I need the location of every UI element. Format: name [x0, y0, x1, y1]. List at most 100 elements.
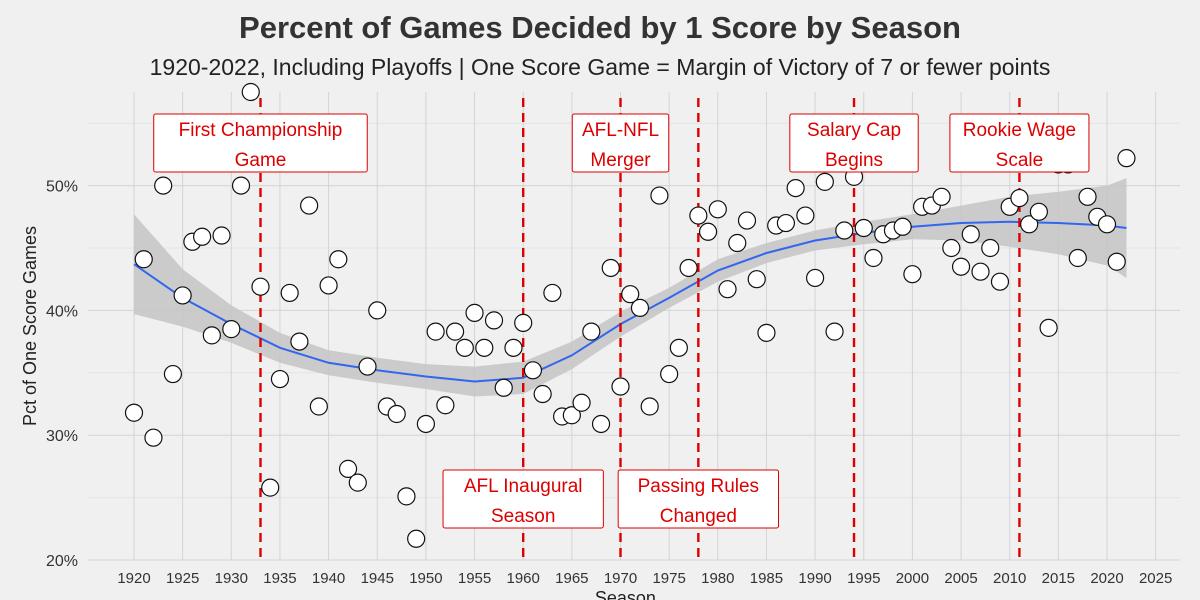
event-annotation: First Championship Game	[153, 113, 368, 173]
data-point	[348, 473, 367, 492]
x-tick-label: 1945	[361, 570, 394, 587]
data-point	[1107, 252, 1126, 271]
x-tick-label: 1990	[798, 570, 831, 587]
chart-title: Percent of Games Decided by 1 Score by S…	[239, 10, 961, 45]
data-point	[815, 172, 834, 191]
y-tick-label: 40%	[46, 303, 78, 320]
annotation-box	[789, 113, 919, 173]
annotation-text: AFL Inaugural	[464, 476, 583, 497]
data-point	[533, 384, 552, 404]
data-point	[416, 414, 435, 434]
annotation-text: Rookie Wage	[963, 120, 1076, 141]
data-point	[796, 206, 815, 225]
data-point	[718, 280, 737, 299]
data-point	[1117, 149, 1136, 168]
annotation-box	[571, 113, 670, 173]
data-point	[805, 268, 825, 288]
data-point	[455, 338, 474, 357]
x-tick-label: 1965	[555, 570, 588, 587]
data-point	[893, 217, 912, 236]
x-tick-label: 2020	[1090, 570, 1123, 587]
data-point	[660, 364, 679, 384]
y-axis-title: Pct of One Score Games	[20, 226, 40, 426]
data-point	[514, 313, 533, 332]
data-point	[368, 301, 387, 320]
data-point	[971, 262, 990, 281]
data-point	[261, 478, 280, 497]
data-point	[173, 286, 192, 305]
data-point	[134, 250, 153, 269]
data-point	[124, 403, 144, 422]
data-point	[951, 257, 971, 276]
data-point	[523, 361, 543, 380]
annotation-text: Game	[235, 150, 287, 171]
data-point	[786, 178, 805, 198]
annotation-text: Merger	[590, 150, 651, 171]
data-point	[465, 303, 484, 322]
data-point	[436, 396, 455, 415]
data-point	[698, 222, 718, 241]
data-point	[689, 206, 708, 225]
data-point	[231, 176, 251, 195]
data-point	[825, 322, 844, 341]
x-tick-label: 1995	[847, 570, 880, 587]
data-point	[903, 265, 922, 284]
data-point	[1010, 188, 1029, 208]
data-point	[776, 213, 796, 233]
data-point	[621, 285, 640, 304]
x-tick-label: 1970	[604, 570, 637, 587]
x-tick-label: 2000	[896, 570, 929, 587]
data-point	[981, 238, 1000, 258]
annotation-text: Scale	[996, 150, 1044, 171]
x-tick-label: 1985	[750, 570, 783, 587]
data-point	[757, 323, 776, 342]
data-point	[854, 218, 873, 238]
data-point	[300, 196, 319, 215]
data-point	[562, 406, 581, 425]
data-points	[124, 82, 1136, 548]
data-point	[942, 238, 961, 258]
data-point	[1068, 248, 1087, 268]
data-point	[144, 428, 163, 447]
x-tick-label: 1920	[117, 570, 150, 587]
data-point	[864, 248, 883, 268]
annotation-box	[442, 469, 604, 529]
data-point	[679, 258, 698, 278]
annotation-text: Passing Rules	[638, 476, 759, 497]
data-point	[708, 200, 727, 219]
x-tick-label: 2005	[944, 570, 977, 587]
data-point	[202, 326, 221, 345]
data-point	[543, 283, 562, 303]
x-tick-label: 1925	[166, 570, 199, 587]
x-tick-label: 1935	[263, 570, 296, 587]
y-tick-label: 50%	[46, 179, 78, 196]
data-point	[582, 322, 601, 341]
data-point	[445, 322, 465, 341]
data-point	[251, 277, 270, 296]
x-tick-label: 2025	[1139, 570, 1172, 587]
event-annotation: AFL Inaugural Season	[442, 469, 604, 529]
data-point	[650, 186, 669, 205]
x-axis-title: Season	[595, 588, 656, 600]
annotation-box	[949, 113, 1090, 173]
data-point	[193, 227, 212, 246]
data-point	[1039, 318, 1058, 337]
axes: 20% 30% 40% 50% 1920 1925 1930 1935 1940 1945 1950…	[20, 179, 1172, 600]
annotation-text: Changed	[660, 506, 737, 527]
event-annotation: Rookie Wage Scale	[949, 113, 1090, 173]
data-point	[640, 397, 659, 416]
y-tick-label: 20%	[46, 553, 78, 570]
data-point	[601, 258, 620, 278]
data-point	[475, 338, 494, 357]
data-point	[1029, 202, 1048, 221]
x-tick-label: 1980	[701, 570, 734, 587]
data-point	[1078, 187, 1097, 206]
data-point	[1020, 215, 1039, 234]
data-point	[611, 377, 630, 396]
data-point	[494, 378, 513, 397]
data-point	[932, 187, 951, 206]
annotation-text: Salary Cap	[807, 120, 901, 141]
data-point	[270, 369, 290, 389]
data-point	[329, 250, 348, 269]
